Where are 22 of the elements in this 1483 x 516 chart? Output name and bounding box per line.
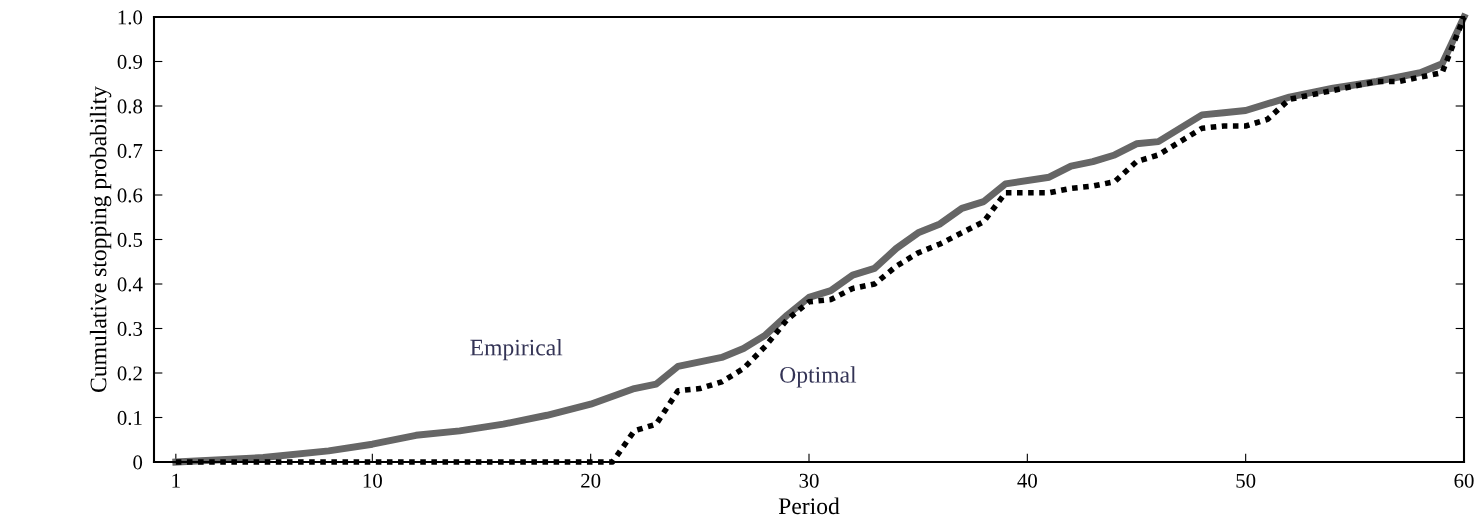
- y-tick-label: 0.3: [117, 321, 143, 337]
- y-tick-label: 0.8: [117, 99, 143, 114]
- x-tick-label: 40: [1017, 473, 1037, 488]
- text: Empirical: [470, 338, 563, 361]
- y-tick-label: 0.9: [117, 54, 143, 70]
- x-tick-label: 30: [799, 473, 819, 488]
- x-axis-title: Period: [778, 497, 840, 515]
- y-tick-label: 0.6: [117, 188, 143, 203]
- y-tick-label: 0.7: [117, 143, 143, 159]
- x-tick-label: 1: [172, 473, 180, 488]
- y-axis-title: Cumulative stopping probability: [89, 86, 112, 392]
- y-tick-label: 0.5: [117, 232, 143, 248]
- y-tick-label: 0.1: [117, 410, 142, 426]
- y-tick-label: 1.0: [118, 10, 143, 25]
- series-label: Optimal: [780, 366, 857, 388]
- x-tick-label: 60: [1454, 473, 1474, 488]
- y-tick-label: 0.2: [117, 366, 142, 381]
- y-tick-label: 0: [133, 455, 143, 470]
- y-tick-label: 0.4: [117, 277, 143, 292]
- x-tick-label: 10: [363, 473, 382, 488]
- x-tick-label: 50: [1236, 473, 1256, 488]
- x-tick-label: 20: [581, 473, 601, 488]
